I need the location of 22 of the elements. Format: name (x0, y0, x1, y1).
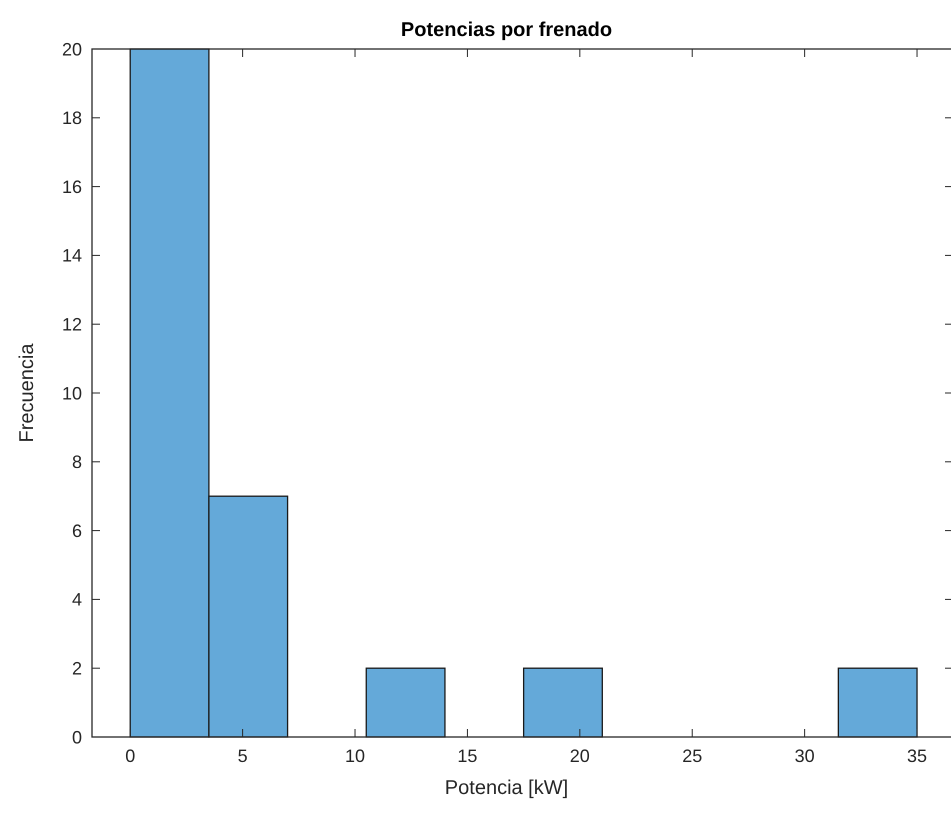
y-tick-label: 4 (72, 590, 82, 610)
x-tick-label: 10 (345, 746, 366, 766)
y-tick-label: 16 (62, 176, 82, 197)
y-axis-title: Frecuencia (16, 342, 38, 442)
y-tick-label: 18 (62, 108, 82, 128)
y-tick-label: 2 (72, 658, 82, 678)
x-tick-label: 35 (907, 746, 928, 766)
y-tick-label: 0 (72, 727, 82, 748)
x-axis-title: Potencia [kW] (444, 777, 568, 799)
x-tick-label: 20 (570, 746, 590, 766)
chart-title: Potencias por frenado (400, 19, 612, 41)
x-tick-label: 5 (238, 746, 248, 766)
x-tick-label: 25 (682, 746, 702, 766)
y-tick-label: 12 (62, 314, 82, 334)
y-tick-label: 6 (72, 520, 82, 541)
x-tick-label: 0 (125, 746, 136, 766)
y-tick-label: 20 (62, 39, 82, 60)
x-tick-label: 15 (457, 746, 478, 766)
x-tick-label: 30 (794, 746, 815, 766)
y-tick-label: 8 (72, 452, 82, 472)
y-tick-label: 14 (62, 246, 82, 266)
y-tick-label: 10 (62, 383, 82, 404)
